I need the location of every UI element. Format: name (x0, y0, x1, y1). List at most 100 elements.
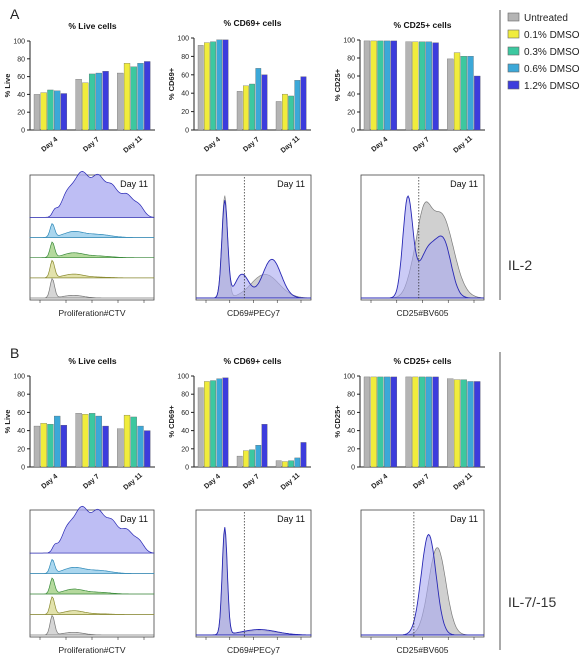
x-category-label: Day 7 (412, 473, 431, 490)
histogram-layer (29, 596, 155, 615)
histogram-layer (30, 277, 154, 299)
bar (54, 90, 61, 131)
histogram-layer (29, 558, 155, 574)
bar (294, 457, 301, 468)
bar (261, 424, 268, 468)
histogram-dmso (196, 527, 312, 636)
y-axis-label: % CD69+ (167, 67, 176, 100)
y-tick-label: 0 (351, 128, 355, 135)
y-tick-label: 80 (347, 392, 355, 399)
bar (204, 42, 210, 131)
legend-swatch (507, 63, 520, 73)
bar (102, 425, 109, 468)
day-label: Day 11 (120, 514, 148, 524)
x-category-label: Day 4 (40, 136, 59, 153)
chart-title: % CD69+ cells (224, 356, 282, 366)
x-category-label: Day 11 (280, 472, 302, 492)
y-tick-label: 60 (347, 410, 355, 417)
bar (412, 376, 419, 468)
bar (236, 455, 243, 468)
bar (130, 416, 137, 468)
bar (467, 56, 474, 131)
histogram-dmso (361, 533, 484, 636)
bar (390, 40, 398, 131)
chart-title: % Live cells (68, 356, 116, 366)
legend-swatch (507, 80, 520, 90)
bar (222, 377, 229, 468)
legend-label: 0.6% DMSO (524, 64, 580, 75)
x-category-label: Day 4 (370, 136, 389, 153)
y-tick-label: 80 (347, 56, 355, 63)
histogram-dmso (196, 200, 311, 299)
y-tick-label: 0 (21, 128, 25, 135)
bar (261, 74, 268, 131)
bar (453, 379, 461, 468)
bar (447, 58, 454, 131)
y-tick-label: 100 (177, 374, 189, 381)
x-category-label: Day 7 (82, 136, 101, 153)
panel-letter-b: B (10, 345, 19, 361)
bar (60, 93, 68, 131)
bar (384, 376, 391, 468)
bar (40, 92, 47, 131)
bar (137, 425, 144, 468)
y-tick-label: 20 (181, 109, 189, 116)
bar (144, 430, 151, 468)
histogram-layer (29, 222, 155, 238)
y-tick-label: 40 (347, 92, 355, 99)
legend-label: 0.1% DMSO (524, 30, 580, 41)
x-category-label: Day 11 (122, 472, 144, 492)
chart-title: % CD25+ cells (394, 20, 452, 30)
y-axis-label: % Live (3, 74, 12, 98)
y-tick-label: 20 (17, 446, 25, 453)
bar (418, 376, 426, 468)
bar (123, 63, 131, 131)
day-label: Day 11 (277, 179, 305, 189)
day-label: Day 11 (450, 179, 478, 189)
bar (117, 72, 124, 131)
bar (460, 56, 467, 131)
histogram-x-label: CD25#BV605 (397, 308, 449, 318)
chart-title: % CD69+ cells (224, 18, 282, 28)
histogram-panels: Day 11 Proliferation#CTV Day 11 CD69#PECy7 D… (29, 171, 485, 655)
bar (405, 376, 412, 468)
bar (249, 449, 255, 468)
histogram-x-label: CD25#BV605 (397, 645, 449, 655)
bar (370, 40, 377, 131)
bar (82, 414, 89, 468)
y-tick-label: 100 (177, 36, 189, 43)
y-tick-label: 20 (347, 110, 355, 117)
bar (236, 91, 243, 131)
histogram-layer (29, 259, 155, 279)
bar (210, 380, 216, 468)
day-label: Day 11 (450, 514, 478, 524)
bar (88, 73, 96, 131)
legend-swatch (507, 46, 520, 56)
y-tick-label: 0 (185, 465, 189, 472)
y-tick-label: 80 (181, 54, 189, 61)
x-category-label: Day 4 (203, 473, 222, 490)
bar (300, 76, 307, 131)
bar (474, 75, 481, 131)
histogram-frame (195, 174, 312, 301)
y-tick-label: 60 (17, 74, 25, 81)
bar (384, 40, 391, 131)
x-category-label: Day 7 (242, 473, 261, 490)
bar (216, 378, 223, 468)
histogram-layer (29, 171, 155, 218)
bar (197, 45, 204, 131)
bar (300, 442, 307, 468)
bar (54, 415, 61, 468)
y-tick-label: 60 (181, 410, 189, 417)
bar (33, 94, 41, 131)
x-category-label: Day 11 (280, 135, 302, 155)
y-tick-label: 40 (181, 91, 189, 98)
chart-title: % CD25+ cells (394, 356, 452, 366)
bar (447, 378, 454, 468)
y-tick-label: 100 (13, 39, 25, 46)
bar (363, 376, 371, 468)
bar (40, 423, 47, 468)
bar (255, 445, 262, 468)
histogram-x-label: CD69#PECy7 (227, 308, 280, 318)
bar (405, 41, 412, 131)
